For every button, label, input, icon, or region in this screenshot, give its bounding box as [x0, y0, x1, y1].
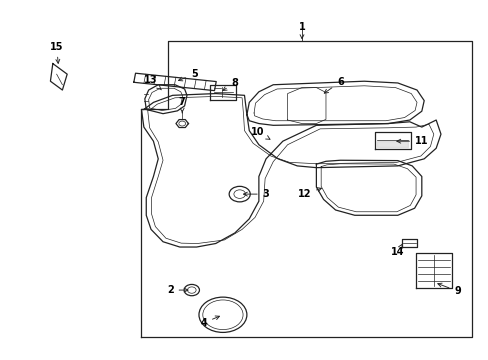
Text: 13: 13 — [144, 75, 161, 90]
Text: 15: 15 — [50, 42, 63, 63]
Text: 1: 1 — [298, 22, 305, 39]
Text: 2: 2 — [166, 285, 187, 295]
Text: 7: 7 — [179, 98, 185, 113]
Text: 4: 4 — [200, 316, 219, 328]
Text: 14: 14 — [390, 244, 404, 257]
Text: 5: 5 — [178, 69, 197, 81]
Text: 12: 12 — [297, 188, 321, 199]
Text: 11: 11 — [396, 136, 427, 146]
Text: 9: 9 — [437, 283, 460, 296]
Text: 3: 3 — [243, 189, 269, 199]
Text: 10: 10 — [250, 127, 269, 139]
Text: 6: 6 — [324, 77, 343, 93]
Text: 8: 8 — [223, 78, 238, 90]
